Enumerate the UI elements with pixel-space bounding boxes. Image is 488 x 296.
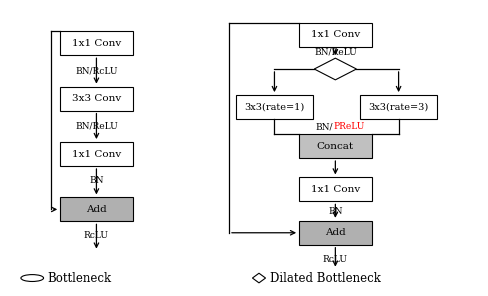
Text: BN: BN [328, 207, 343, 215]
Ellipse shape [21, 275, 43, 281]
Text: 3x3 Conv: 3x3 Conv [72, 94, 121, 103]
Text: RcLU: RcLU [84, 231, 109, 240]
Bar [60, 31, 133, 55]
Text: BN/ReLU: BN/ReLU [75, 122, 118, 131]
Bar [299, 221, 372, 245]
Bar [236, 95, 313, 119]
Text: 1x1 Conv: 1x1 Conv [311, 185, 360, 194]
Text: BN/ReLU: BN/ReLU [314, 48, 357, 57]
Text: RcLU: RcLU [323, 255, 348, 265]
Polygon shape [252, 273, 265, 283]
Text: BN/: BN/ [316, 122, 333, 131]
Text: 3x3(rate=1): 3x3(rate=1) [244, 102, 305, 112]
Text: 3x3(rate=3): 3x3(rate=3) [368, 102, 429, 112]
Text: BN/RcLU: BN/RcLU [75, 67, 118, 76]
Bar [299, 23, 372, 47]
Bar [360, 95, 437, 119]
Text: Bottleneck: Bottleneck [48, 271, 112, 284]
Text: 1x1 Conv: 1x1 Conv [72, 39, 121, 48]
Text: Add: Add [86, 205, 107, 214]
Text: Dilated Bottleneck: Dilated Bottleneck [270, 271, 381, 284]
Bar [60, 142, 133, 166]
Text: 1x1 Conv: 1x1 Conv [72, 149, 121, 159]
Polygon shape [314, 58, 356, 80]
Text: Add: Add [325, 228, 346, 237]
Bar [60, 197, 133, 221]
Text: Concat: Concat [317, 141, 354, 151]
Bar [299, 177, 372, 202]
Text: BN: BN [89, 176, 103, 186]
Bar [60, 87, 133, 111]
Text: PReLU: PReLU [333, 122, 365, 131]
Text: 1x1 Conv: 1x1 Conv [311, 30, 360, 39]
Bar [299, 134, 372, 158]
